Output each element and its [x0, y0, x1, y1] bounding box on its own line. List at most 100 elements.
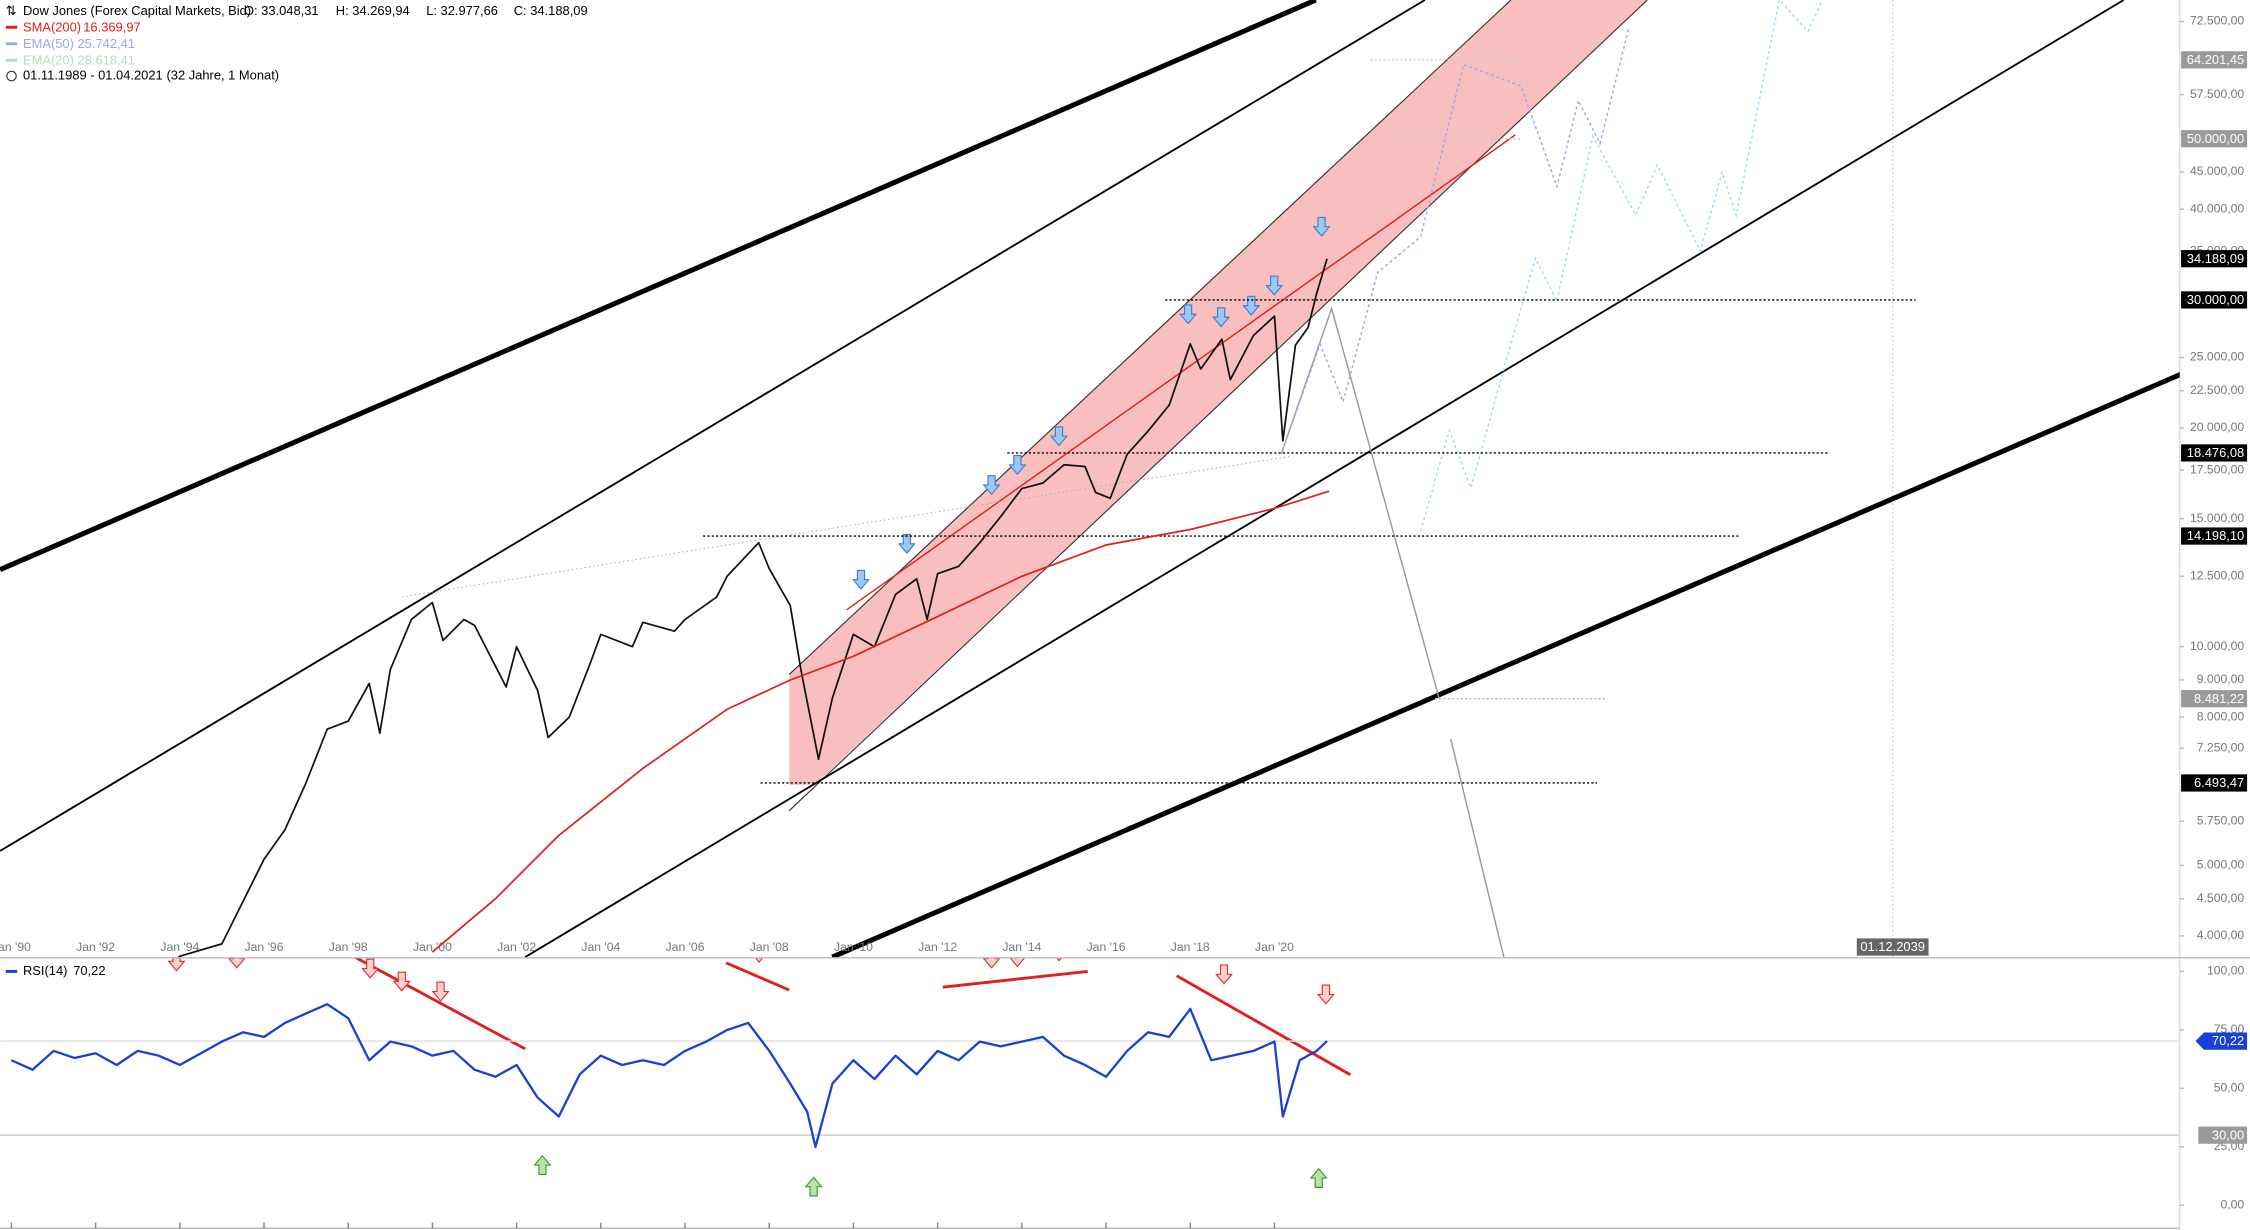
- signal-arrow: [898, 533, 916, 554]
- y-tick-label: 57.500,00: [2190, 87, 2244, 101]
- ohlc: C: 34.188,09: [514, 3, 588, 18]
- projection: [1450, 738, 1505, 958]
- trend-dotted: [401, 539, 761, 598]
- x-tick-label: Jan '90: [0, 940, 31, 954]
- x-tick-label: Jan '16: [1087, 940, 1126, 954]
- legend-name: EMA(20): [23, 52, 74, 67]
- signal-arrow: [1215, 964, 1233, 985]
- rsi-trend: [725, 961, 790, 992]
- signal-arrow: [730, 935, 746, 954]
- series-line: [431, 490, 1330, 953]
- y-tick-label: 4.500,00: [2197, 891, 2245, 905]
- price-marker: 18.476,08: [2187, 445, 2244, 460]
- series-line: [10, 1002, 1328, 1149]
- signal-arrow: [1317, 984, 1335, 1005]
- rsi-name: RSI(14): [23, 963, 67, 978]
- legend-value: 28.618,41: [78, 52, 135, 67]
- x-tick-label: Jan '06: [666, 940, 705, 954]
- signal-arrow: [295, 929, 311, 948]
- rsi-plot: [0, 1002, 2180, 1149]
- date-marker: 01.12.2039: [1860, 939, 1925, 954]
- signal-arrow: [533, 1155, 552, 1176]
- price-marker-bg: [2181, 444, 2248, 462]
- y-tick-label: 22.500,00: [2190, 383, 2244, 397]
- price-marker-bg: [2181, 527, 2248, 545]
- y-tick-label: 5.750,00: [2197, 814, 2245, 828]
- legend-swatch: [5, 58, 18, 62]
- price-marker: 14.198,10: [2187, 528, 2244, 543]
- legend-name: EMA(50): [23, 36, 74, 51]
- price-marker: 34.188,09: [2187, 251, 2244, 266]
- rsi-value: 70,22: [73, 963, 105, 978]
- date-range: 01.11.1989 - 01.04.2021: [23, 67, 163, 82]
- x-tick-label: Jan '04: [581, 940, 620, 954]
- rsi-trend: [1175, 974, 1351, 1076]
- y-tick-label: 15.000,00: [2190, 511, 2244, 525]
- price-marker: 50.000,00: [2187, 131, 2244, 146]
- duration: (32 Jahre, 1 Monat): [166, 67, 279, 82]
- x-tick-label: Jan '92: [76, 940, 115, 954]
- x-tick-label: Jan '96: [245, 940, 284, 954]
- price-marker-bg: [2181, 291, 2248, 309]
- y-tick-label: 10.000,00: [2190, 639, 2244, 653]
- signal-arrow: [805, 1176, 823, 1197]
- date-marker-bg: [1856, 938, 1929, 956]
- rsi-drawings: [167, 929, 1351, 1197]
- y-tick-label: 50,00: [2214, 1081, 2245, 1095]
- legend: ⇅ Dow Jones (Forex Capital Markets, Bid)…: [5, 3, 588, 978]
- price-marker-bg: [2181, 690, 2248, 708]
- price-marker-bg: [2181, 774, 2248, 792]
- y-tick-label: 45.000,00: [2190, 164, 2244, 178]
- trend-thin: [0, 0, 1426, 852]
- ohlc: L: 32.977,66: [426, 3, 498, 18]
- price-marker-bg: [2181, 130, 2248, 148]
- signal-arrow: [393, 971, 411, 992]
- ohlc: H: 34.269,94: [336, 3, 410, 18]
- series-line: [177, 258, 1328, 958]
- ohlc: O: 33.048,31: [244, 3, 319, 18]
- projection-ema50: [1280, 28, 1630, 454]
- y-tick-label: 100,00: [2207, 964, 2244, 978]
- x-tick-label: Jan '98: [329, 940, 368, 954]
- trend-dotted: [760, 455, 1292, 541]
- y-tick-label: 5.000,00: [2197, 858, 2245, 872]
- price-marker: 30.000,00: [2187, 292, 2244, 307]
- price-marker: 8.481,22: [2194, 691, 2244, 706]
- legend-title: Dow Jones (Forex Capital Markets, Bid): [23, 3, 251, 18]
- x-tick-label: Jan '20: [1255, 940, 1294, 954]
- channel-top: [788, 0, 1512, 675]
- y-tick-label: 0,00: [2220, 1198, 2244, 1212]
- channel-bottom: [788, 0, 1648, 812]
- legend-name: SMA(200): [23, 19, 81, 34]
- rsi-level-label: 30,00: [2212, 1127, 2244, 1142]
- x-tick-label: Jan '12: [918, 940, 957, 954]
- x-tick-label: Jan '94: [160, 940, 199, 954]
- y-tick-label: 8.000,00: [2197, 709, 2245, 723]
- signal-arrow: [228, 958, 246, 969]
- x-tick-label: Jan '10: [834, 940, 873, 954]
- rsi-last-bg: [2195, 1032, 2248, 1050]
- y-tick-label: 72.500,00: [2190, 14, 2244, 28]
- x-tick-label: Jan '14: [1002, 940, 1041, 954]
- rsi-trend: [942, 970, 1088, 989]
- legend-swatch: [5, 969, 18, 973]
- x-tick-label: Jan '02: [497, 940, 536, 954]
- price-marker-bg: [2181, 250, 2248, 268]
- y-tick-label: 25.000,00: [2190, 350, 2244, 364]
- x-tick-label: Jan '08: [750, 940, 789, 954]
- price-plot: [177, 59, 1916, 958]
- signal-arrow: [982, 958, 1001, 969]
- drawings: [0, 0, 2180, 958]
- y-tick-label: 9.000,00: [2197, 672, 2245, 686]
- legend-swatch: [5, 42, 18, 46]
- channel-fill: [789, 0, 1648, 785]
- rsi-level-bg: [2198, 1126, 2248, 1144]
- signal-arrow: [1310, 1168, 1328, 1189]
- y-tick-label: 40.000,00: [2190, 201, 2244, 215]
- projection: [1280, 306, 1440, 699]
- trend-thick: [0, 0, 1317, 572]
- price-marker-bg: [2181, 51, 2248, 69]
- y-tick-label: 4.000,00: [2197, 928, 2245, 942]
- y-tick-label: 17.500,00: [2190, 462, 2244, 476]
